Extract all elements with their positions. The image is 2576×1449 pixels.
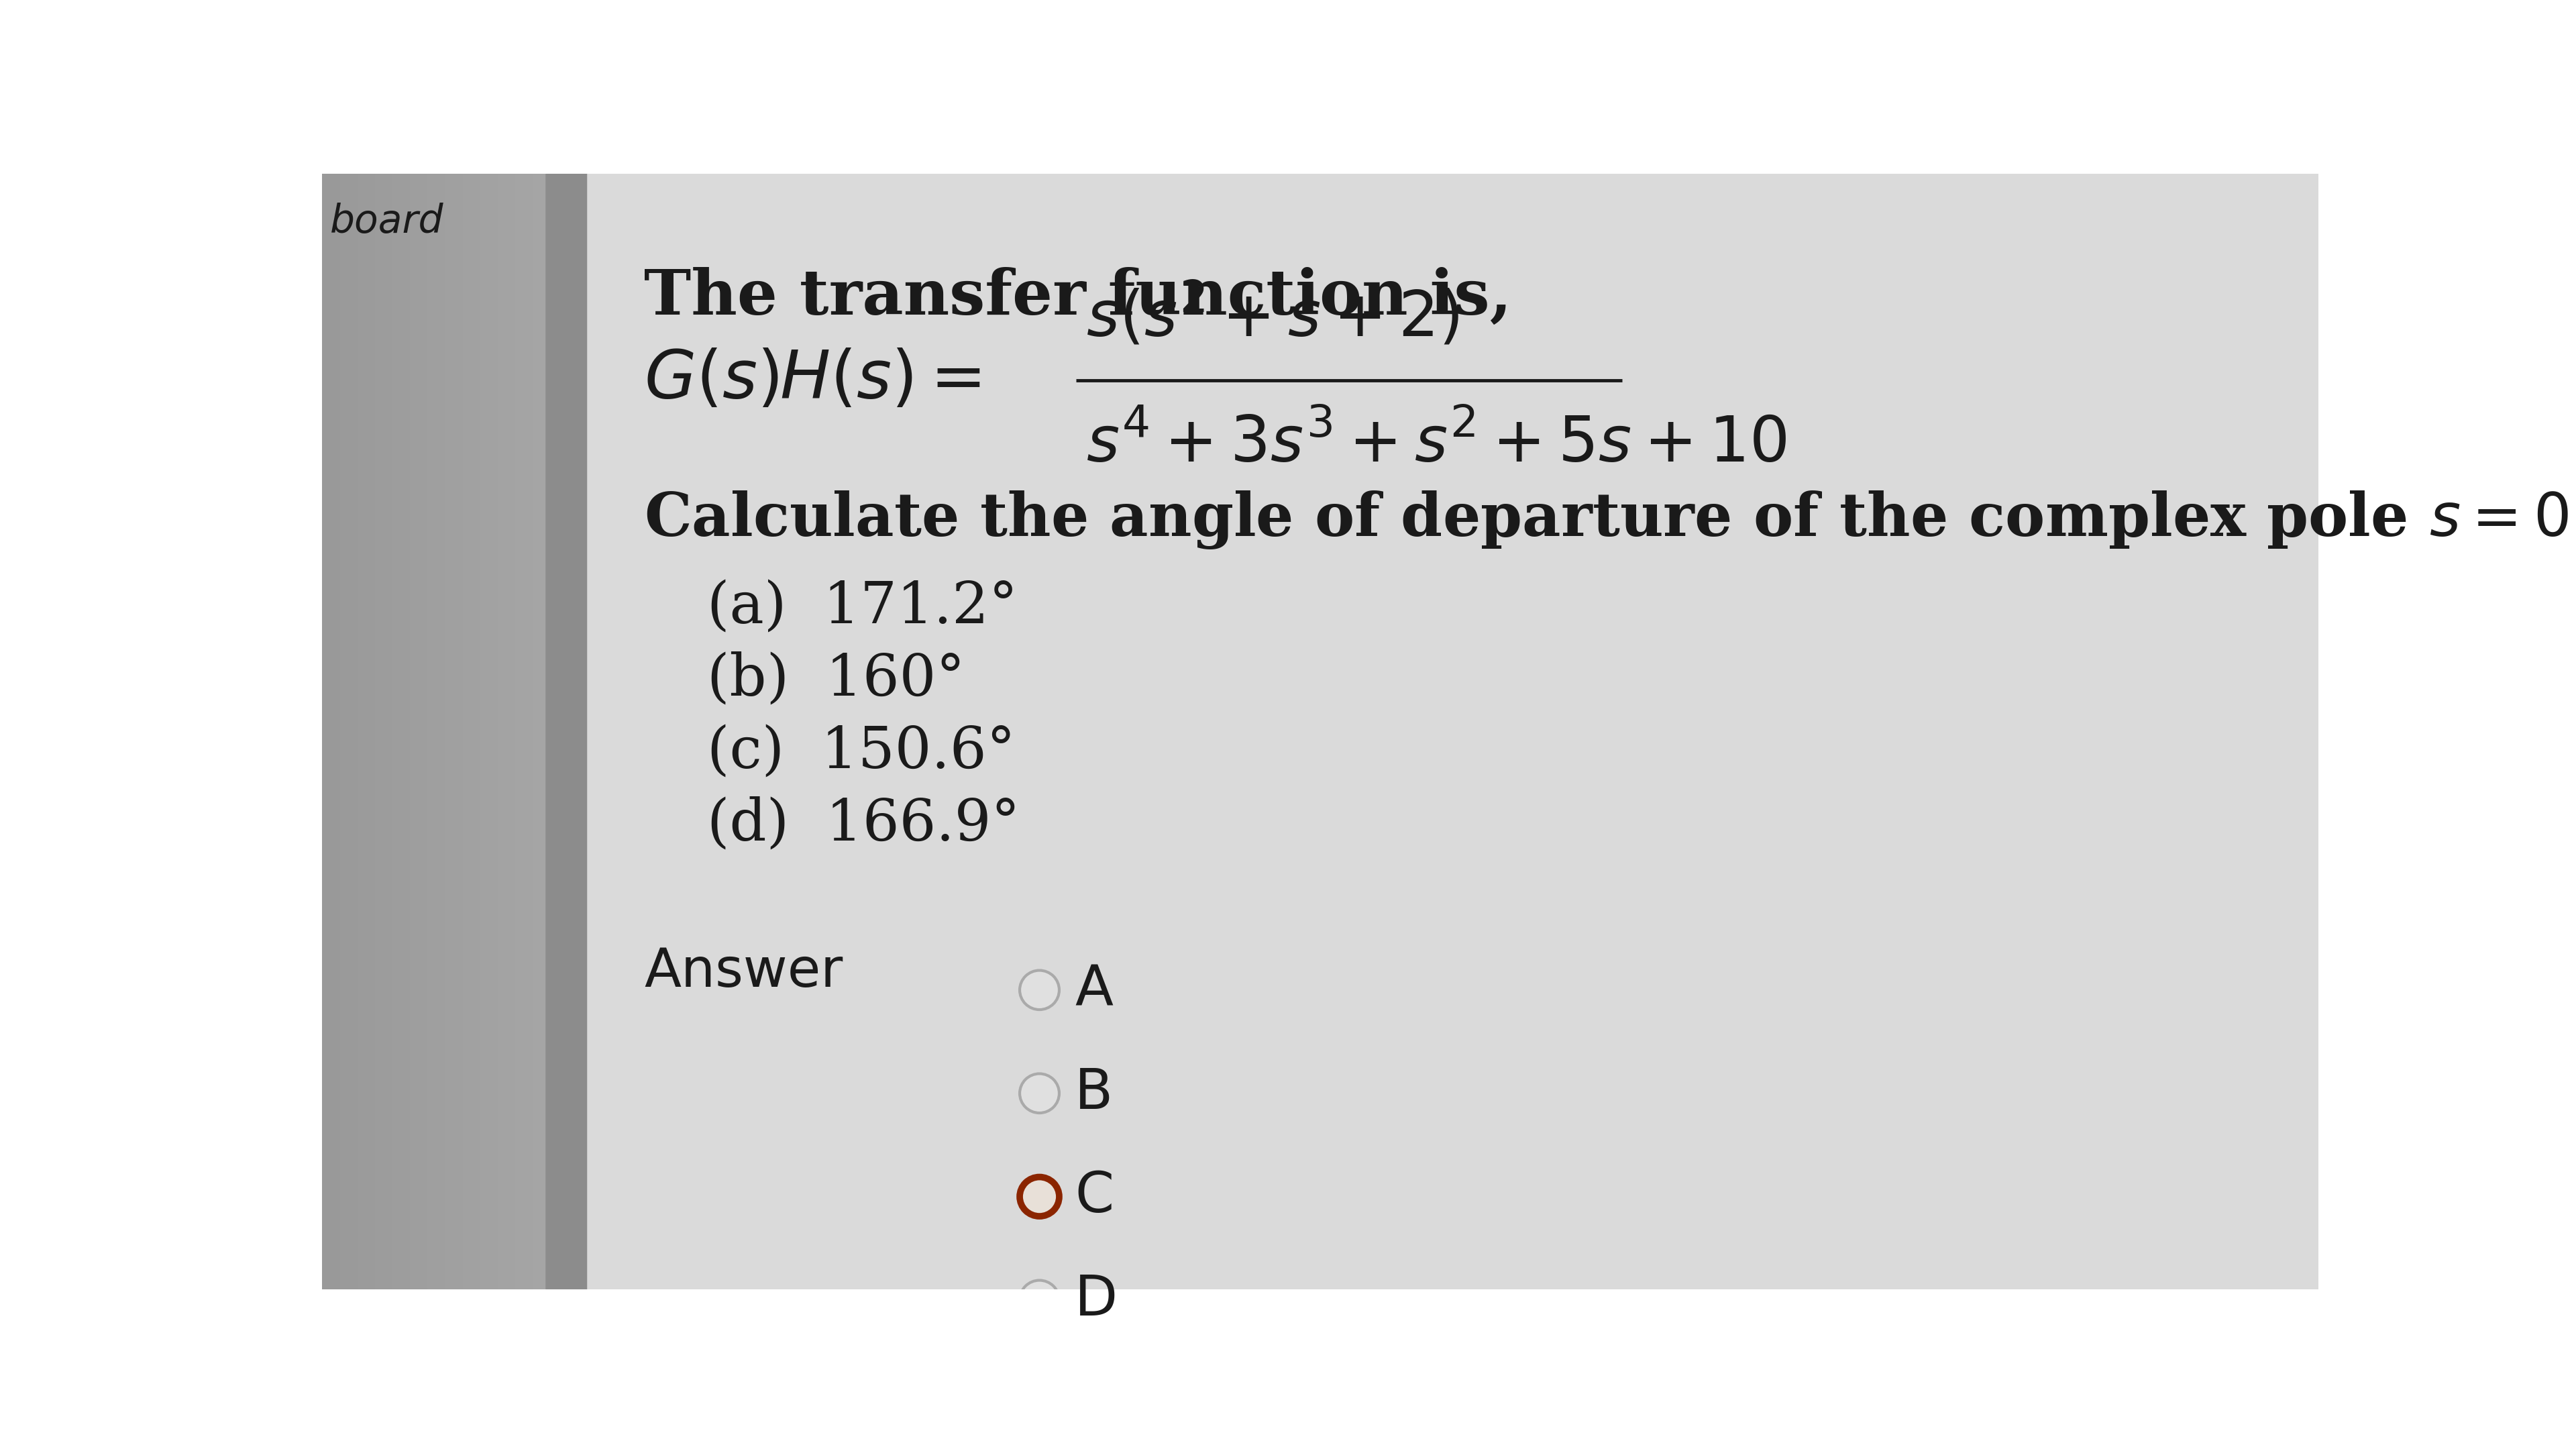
Text: (b)  160°: (b) 160° [706,652,963,707]
Circle shape [1020,1281,1059,1320]
Text: (a)  171.2°: (a) 171.2° [706,580,1018,635]
Text: A: A [1074,962,1113,1017]
Text: (c)  150.6°: (c) 150.6° [706,724,1015,780]
Text: Calculate the angle of departure of the complex pole $s=0.647+j1.41$.: Calculate the angle of departure of the … [644,488,2576,551]
Text: $G(s)H(s)=$: $G(s)H(s)=$ [644,348,981,413]
Circle shape [1020,1177,1059,1216]
Circle shape [1020,1074,1059,1113]
Text: (d)  166.9°: (d) 166.9° [706,797,1020,852]
Text: B: B [1074,1066,1113,1120]
Text: $s\left(s^{2}+s+2\right)$: $s\left(s^{2}+s+2\right)$ [1087,281,1461,349]
Text: The transfer function is,: The transfer function is, [644,267,1512,327]
Text: board: board [330,203,443,241]
Text: Answer: Answer [644,946,842,998]
Circle shape [1020,971,1059,1010]
Text: D: D [1074,1272,1118,1327]
Text: $s^{4}+3s^{3}+s^{2}+5s+10$: $s^{4}+3s^{3}+s^{2}+5s+10$ [1087,414,1788,475]
Text: C: C [1074,1169,1113,1224]
